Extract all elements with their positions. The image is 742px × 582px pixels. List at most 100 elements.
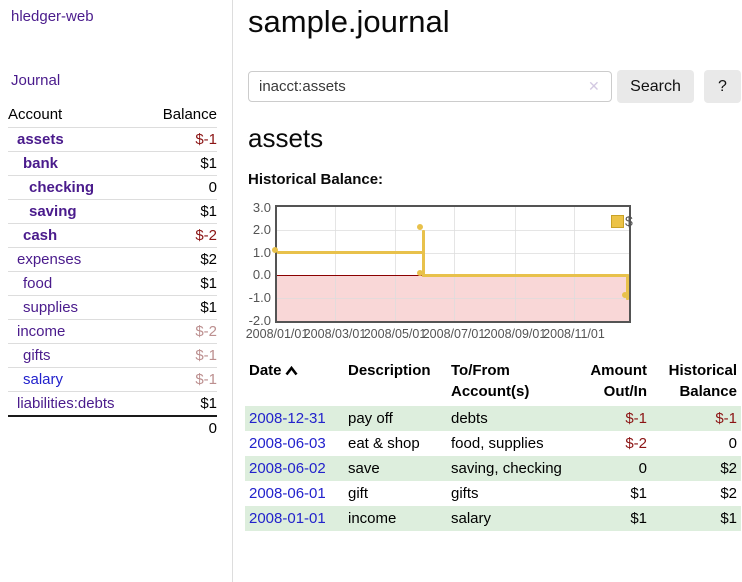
main-content: sample.journal ✕ Search ? assets Histori…	[233, 0, 742, 582]
account-balance: $2	[146, 246, 217, 271]
transaction-row: 2008-12-31 pay off debts $-1 $-1	[245, 406, 741, 431]
gridline	[454, 207, 455, 321]
transaction-date-link[interactable]: 2008-06-03	[249, 435, 326, 452]
account-row: salary $-1	[8, 366, 217, 391]
account-row: cash $-2	[8, 222, 217, 247]
account-link-cash[interactable]: cash	[23, 226, 58, 244]
accounts-balance-table: Account Balance assets $-1 bank $1 check…	[8, 103, 217, 440]
data-point-marker	[417, 224, 423, 230]
sidebar-item-journal[interactable]: Journal	[11, 72, 61, 89]
account-link-checking[interactable]: checking	[29, 178, 95, 196]
account-row: assets $-1	[8, 126, 217, 151]
y-tick-label: 2.0	[252, 222, 271, 237]
register-table: Date Description To/From Account(s) Amou…	[245, 358, 741, 531]
account-row: income $-2	[8, 318, 217, 343]
account-link-assets[interactable]: assets	[17, 130, 64, 148]
series-line-segment	[422, 274, 629, 277]
x-tick-label: 2008/01/01	[245, 327, 309, 341]
legend-label: $	[625, 213, 633, 229]
gridline	[395, 207, 396, 321]
transaction-row: 2008-06-02 save saving, checking 0 $2	[245, 456, 741, 481]
transaction-accounts: salary	[447, 506, 575, 531]
legend-swatch	[611, 214, 624, 228]
amount-column-header: Amount Out/In	[590, 362, 647, 400]
transaction-row: 2008-01-01 income salary $1 $1	[245, 506, 741, 531]
transaction-accounts: debts	[447, 406, 575, 431]
account-balance: $-1	[146, 366, 217, 391]
y-tick-label: 0.0	[252, 267, 271, 282]
search-input[interactable]	[248, 71, 612, 102]
account-balance: $1	[146, 270, 217, 295]
search-button[interactable]: Search	[617, 70, 694, 103]
transaction-amount: $1	[575, 506, 651, 531]
gridline	[515, 207, 516, 321]
transaction-description: income	[344, 506, 447, 531]
historical-balance-chart: 3.0 2.0 1.0 0.0 -1.0 -2.0	[233, 200, 742, 348]
account-link-gifts[interactable]: gifts	[23, 346, 51, 364]
transaction-date-link[interactable]: 2008-06-01	[249, 485, 326, 502]
account-row: food $1	[8, 270, 217, 295]
date-column-header[interactable]: Date	[245, 358, 344, 406]
account-page-title: assets	[248, 123, 324, 153]
balance-column-header: Balance	[162, 106, 217, 124]
transaction-accounts: gifts	[451, 485, 479, 502]
account-link-supplies[interactable]: supplies	[23, 298, 79, 316]
transaction-row: 2008-06-01 gift gifts $1 $2	[245, 481, 741, 506]
account-row: checking 0	[8, 174, 217, 199]
transaction-description: pay off	[344, 406, 447, 431]
gridline	[335, 207, 336, 321]
sort-ascending-icon	[284, 361, 298, 382]
help-button[interactable]: ?	[704, 70, 741, 103]
transaction-date-link[interactable]: 2008-06-02	[249, 460, 326, 477]
transaction-amount: $1	[630, 485, 647, 502]
account-link-food[interactable]: food	[23, 274, 53, 292]
account-link-expenses[interactable]: expenses	[17, 250, 82, 268]
clear-search-icon[interactable]: ✕	[588, 78, 600, 94]
series-line-segment	[277, 251, 425, 254]
app-title-link[interactable]: hledger-web	[11, 8, 94, 25]
account-link-saving[interactable]: saving	[29, 202, 77, 220]
chart-plot-area: $	[272, 205, 633, 323]
series-line-segment	[422, 230, 425, 277]
transaction-date-link[interactable]: 2008-01-01	[249, 510, 326, 527]
transaction-balance: $-1	[651, 406, 741, 431]
transaction-description: eat & shop	[348, 435, 420, 452]
account-balance: $-2	[146, 318, 217, 343]
account-balance: $1	[146, 390, 217, 416]
accounts-column-header: To/From Account(s)	[451, 362, 530, 400]
transaction-description: gift	[348, 485, 369, 502]
x-tick-label: 2008/09/01	[483, 327, 547, 341]
gridline	[277, 253, 629, 254]
y-tick-label: 3.0	[252, 200, 271, 215]
account-link-liabilities-debts[interactable]: liabilities:debts	[17, 394, 115, 412]
account-row: bank $1	[8, 150, 217, 175]
account-link-income[interactable]: income	[17, 322, 66, 340]
transaction-balance: $2	[651, 456, 741, 481]
gridline	[277, 230, 629, 231]
sidebar: hledger-web Journal Account Balance asse…	[0, 0, 233, 582]
transaction-accounts: food, supplies	[451, 435, 544, 452]
account-row: supplies $1	[8, 294, 217, 319]
description-column-header: Description	[348, 362, 431, 379]
transaction-amount: 0	[575, 456, 651, 481]
transaction-amount: $-2	[625, 435, 647, 452]
transaction-date-link[interactable]: 2008-12-31	[249, 410, 326, 427]
data-point-marker	[272, 247, 278, 253]
account-row: liabilities:debts $1	[8, 390, 217, 416]
transaction-balance: 0	[728, 435, 737, 452]
account-link-bank[interactable]: bank	[23, 154, 59, 172]
account-row: saving $1	[8, 198, 217, 223]
account-balance: $1	[146, 294, 217, 319]
register-table-header: Date Description To/From Account(s) Amou…	[245, 358, 741, 406]
accounts-total-value: 0	[146, 414, 217, 440]
transaction-row: 2008-06-03 eat & shop food, supplies $-2…	[245, 431, 741, 456]
account-balance: $-1	[146, 342, 217, 367]
balance-column-header: Historical Balance	[668, 362, 737, 400]
account-balance: $-2	[146, 222, 217, 247]
transaction-balance: $2	[720, 485, 737, 502]
transaction-amount: $-1	[575, 406, 651, 431]
x-tick-label: 2008/05/01	[363, 327, 427, 341]
account-link-salary[interactable]: salary	[23, 370, 64, 388]
gridline	[574, 207, 575, 321]
accounts-table-header: Account Balance	[8, 103, 217, 127]
